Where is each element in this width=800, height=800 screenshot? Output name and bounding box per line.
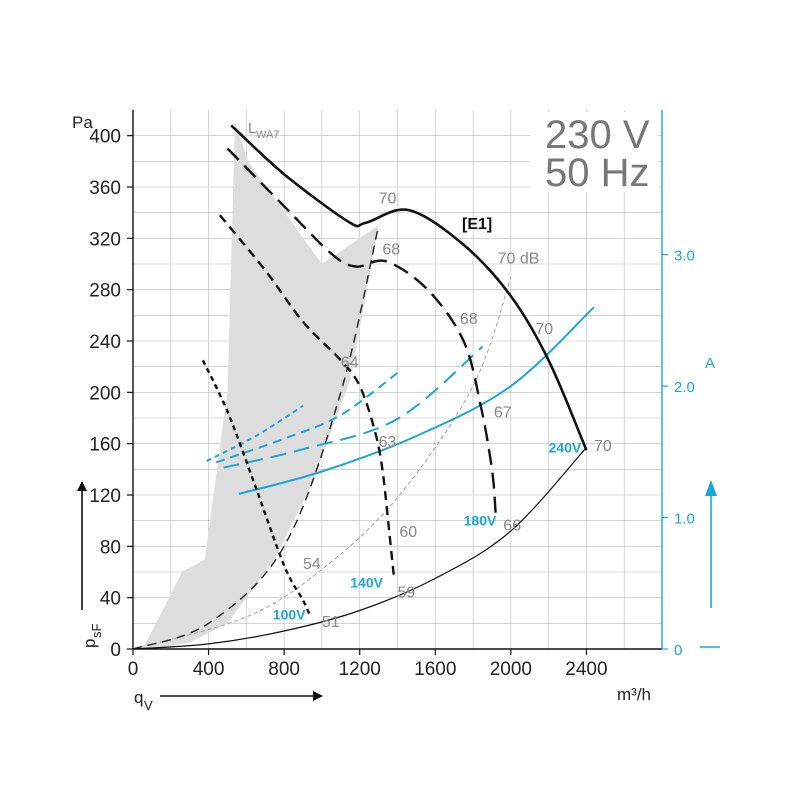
sound-level-label: 70 dB xyxy=(498,251,540,268)
y-tick-label: 200 xyxy=(89,383,121,404)
pressure-curve-180v xyxy=(226,147,497,515)
sound-level-label: 54 xyxy=(303,556,321,573)
model-tag: [E1] xyxy=(462,216,492,233)
system-curves xyxy=(132,225,587,650)
current-curve-240v xyxy=(238,306,595,495)
y2-unit-label: A xyxy=(705,355,715,372)
current-curve-100v xyxy=(206,404,304,462)
sound-level-label: 60 xyxy=(399,524,417,541)
axis-ticks: 0 400 800 1200 1600 2000 240004080120160200240… xyxy=(89,127,695,680)
svg-text:WA7: WA7 xyxy=(256,129,279,141)
y-tick-label: 400 xyxy=(89,127,121,148)
y-tick-label: 240 xyxy=(89,332,121,353)
y-tick-label: 360 xyxy=(89,178,121,199)
x-tick-label: 0 xyxy=(128,659,139,680)
y2-tick-label: 3.0 xyxy=(674,248,695,265)
system-curve xyxy=(132,447,587,650)
x-tick-label: 800 xyxy=(268,659,300,680)
y-tick-label: 160 xyxy=(89,435,121,456)
sound-level-label: 63 xyxy=(379,434,397,451)
svg-text:q: q xyxy=(134,688,143,707)
sound-level-label: 59 xyxy=(398,584,416,601)
sound-level-label: 64 xyxy=(341,355,359,372)
sound-level-label: 70 xyxy=(535,321,553,338)
x-tick-label: 2400 xyxy=(565,659,607,680)
x-tick-label: 2000 xyxy=(490,659,532,680)
current-curves xyxy=(206,306,595,495)
sound-level-label: 68 xyxy=(460,311,478,328)
x-axis-title: q V xyxy=(134,688,153,713)
frequency-heading: 50 Hz xyxy=(545,151,650,195)
y-tick-label: 280 xyxy=(89,281,121,302)
sound-level-label: 51 xyxy=(322,614,340,631)
svg-text:p: p xyxy=(80,639,99,648)
sound-level-label: 70 xyxy=(379,190,397,207)
y-tick-label: 40 xyxy=(100,589,121,610)
pressure-curve-100v xyxy=(201,359,312,618)
voltage-label-140v: 140V xyxy=(350,574,383,590)
x-unit-label: m³/h xyxy=(617,685,651,704)
y-tick-label: 320 xyxy=(89,229,121,250)
curve-labels: 240V 180V 140V 100V 70 68 64 54 51 70 dB 68 63 60 59 7… xyxy=(273,190,612,631)
y-axis-title: p sF xyxy=(80,624,104,649)
x-tick-label: 1200 xyxy=(339,659,381,680)
system-curve xyxy=(132,225,380,650)
current-curve-180v xyxy=(223,345,484,469)
y2-tick-label: 1.0 xyxy=(674,511,695,528)
svg-text:sF: sF xyxy=(89,624,104,639)
current-axis-arrowhead xyxy=(705,480,717,496)
sound-level-label: 68 xyxy=(382,242,400,259)
x-tick-label: 1600 xyxy=(414,659,456,680)
sound-power-label: L WA7 xyxy=(248,120,279,141)
pressure-curves xyxy=(201,124,588,618)
sound-region-fill xyxy=(142,122,379,650)
y2-tick-label: 2.0 xyxy=(674,379,695,396)
y2-tick-label: 0 xyxy=(674,642,682,659)
svg-text:V: V xyxy=(144,698,153,713)
y-tick-label: 80 xyxy=(100,537,121,558)
sound-level-label: 67 xyxy=(494,405,512,422)
sound-region xyxy=(142,122,379,650)
pressure-curve-240v xyxy=(230,124,588,451)
y-unit-label: Pa xyxy=(72,113,93,132)
voltage-heading: 230 V xyxy=(545,113,650,157)
voltage-label-240v: 240V xyxy=(549,440,582,456)
svg-text:L: L xyxy=(248,120,256,137)
sound-level-label: 70 xyxy=(594,438,612,455)
headline-backdrop xyxy=(530,112,658,192)
y-tick-label: 0 xyxy=(110,640,121,661)
grid xyxy=(133,110,662,649)
system-curve xyxy=(132,276,512,650)
current-curve-140v xyxy=(215,372,399,464)
pressure-curve-140v xyxy=(218,214,395,575)
y-tick-label: 120 xyxy=(89,486,121,507)
voltage-label-180v: 180V xyxy=(464,513,497,529)
x-tick-label: 400 xyxy=(193,659,225,680)
sound-level-label: 66 xyxy=(503,518,521,535)
voltage-label-100v: 100V xyxy=(273,606,306,622)
